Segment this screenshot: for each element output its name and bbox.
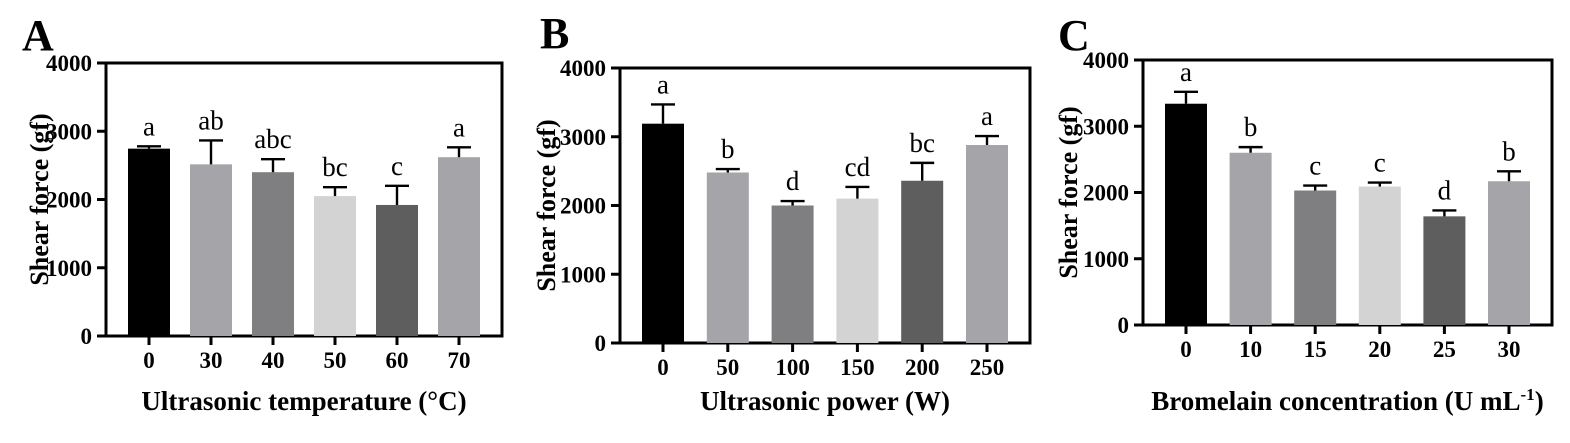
y-tick-label: 3000 xyxy=(560,125,606,150)
significance-letter: a xyxy=(981,101,993,131)
x-tick-label: 150 xyxy=(840,355,875,380)
x-axis-title-segment: Ultrasonic temperature (°C) xyxy=(141,386,466,416)
y-axis-title: Shear force (gf) xyxy=(1054,106,1083,278)
x-axis-title: Ultrasonic power (W) xyxy=(700,386,950,416)
x-axis-title: Bromelain concentration (U mL-1) xyxy=(1151,385,1543,416)
y-tick-label: 2000 xyxy=(46,188,92,213)
x-tick-label: 0 xyxy=(1180,337,1192,362)
significance-letter: a xyxy=(453,112,465,142)
significance-letter: b xyxy=(1502,136,1516,166)
bar-20 xyxy=(1358,186,1401,325)
bar-150 xyxy=(836,198,879,343)
x-tick-label: 100 xyxy=(775,355,810,380)
y-tick-label: 1000 xyxy=(46,256,92,281)
x-axis-title-segment: Ultrasonic power (W) xyxy=(700,386,950,416)
x-tick-label: 60 xyxy=(386,348,409,373)
bar-10 xyxy=(1229,152,1272,325)
bar-40 xyxy=(252,172,294,336)
y-axis-title: Shear force (gf) xyxy=(25,113,54,285)
panel-c: C 0 1000 2000 3000 4000 Shear force (gf) a 0 b 10 c… xyxy=(1046,0,1570,443)
bar-50 xyxy=(706,172,749,343)
y-tick-label: 1000 xyxy=(1083,247,1129,272)
x-tick-label: 40 xyxy=(262,348,285,373)
significance-letter: a xyxy=(1180,57,1192,87)
x-tick-label: 20 xyxy=(1368,337,1391,362)
bar-60 xyxy=(376,204,418,336)
bar-50 xyxy=(314,196,356,336)
bar-30 xyxy=(190,164,232,336)
x-tick-label: 50 xyxy=(324,348,347,373)
bar-70 xyxy=(438,157,480,336)
x-tick-label: 0 xyxy=(143,348,155,373)
x-tick-label: 200 xyxy=(905,355,940,380)
bar-30 xyxy=(1488,181,1530,325)
significance-letter: a xyxy=(657,69,669,99)
x-axis-title-segment: ) xyxy=(1535,386,1544,416)
y-tick-label: 0 xyxy=(1118,313,1130,338)
panel-letter: A xyxy=(22,11,54,60)
significance-letter: cd xyxy=(845,152,871,182)
panel-letter: C xyxy=(1058,11,1090,60)
bar-0 xyxy=(1165,103,1207,325)
bar-chart-bromelain-concentration: C 0 1000 2000 3000 4000 Shear force (gf) a 0 b 10 c… xyxy=(1054,11,1554,416)
bar-25 xyxy=(1423,216,1466,325)
x-tick-label: 15 xyxy=(1304,337,1327,362)
x-axis-title-segment: Bromelain concentration (U mL xyxy=(1151,386,1520,416)
x-tick-label: 30 xyxy=(200,348,223,373)
bar-15 xyxy=(1294,190,1337,325)
bar-chart-ultrasonic-power: B 0 1000 2000 3000 4000 Shear force (gf) a 0 b 50 d… xyxy=(532,9,1032,416)
y-tick-label: 0 xyxy=(595,331,607,356)
significance-letter: b xyxy=(1244,112,1258,142)
significance-letter: c xyxy=(1374,148,1386,178)
panel-b: B 0 1000 2000 3000 4000 Shear force (gf) a 0 b 50 d… xyxy=(523,0,1046,443)
y-tick-label: 2000 xyxy=(560,194,606,219)
x-tick-label: 30 xyxy=(1498,337,1521,362)
x-tick-label: 25 xyxy=(1433,337,1456,362)
bar-chart-ultrasonic-temperature: A 0 1000 2000 3000 4000 Shear force (gf) a 0 ab 30… xyxy=(22,11,504,416)
bar-0 xyxy=(642,123,684,343)
panel-letter: B xyxy=(540,9,569,58)
bar-250 xyxy=(966,145,1008,343)
y-axis-title: Shear force (gf) xyxy=(532,119,561,291)
x-tick-label: 250 xyxy=(970,355,1005,380)
panel-a: A 0 1000 2000 3000 4000 Shear force (gf) a 0 ab 30… xyxy=(0,0,523,443)
significance-letter: c xyxy=(391,151,403,181)
significance-letter: ab xyxy=(198,105,223,135)
y-tick-label: 4000 xyxy=(560,56,606,81)
significance-letter: d xyxy=(1438,175,1452,205)
bar-100 xyxy=(771,205,814,343)
y-tick-label: 3000 xyxy=(46,119,92,144)
significance-letter: a xyxy=(143,111,155,141)
significance-letter: d xyxy=(786,166,800,196)
x-tick-label: 0 xyxy=(657,355,669,380)
x-tick-label: 70 xyxy=(448,348,471,373)
y-tick-label: 4000 xyxy=(1083,48,1129,73)
significance-letter: b xyxy=(721,134,735,164)
y-tick-label: 3000 xyxy=(1083,114,1129,139)
significance-letter: bc xyxy=(909,128,935,158)
y-tick-label: 2000 xyxy=(1083,181,1129,206)
significance-letter: c xyxy=(1309,151,1321,181)
bar-0 xyxy=(128,148,170,336)
x-axis-title: Ultrasonic temperature (°C) xyxy=(141,386,466,416)
significance-letter: bc xyxy=(322,152,348,182)
y-tick-label: 1000 xyxy=(560,262,606,287)
x-tick-label: 10 xyxy=(1239,337,1262,362)
significance-letter: abc xyxy=(254,124,291,154)
y-tick-label: 0 xyxy=(81,324,93,349)
bar-200 xyxy=(901,180,944,343)
x-axis-title-superscript: -1 xyxy=(1521,385,1535,404)
y-tick-label: 4000 xyxy=(46,51,92,76)
x-tick-label: 50 xyxy=(716,355,739,380)
